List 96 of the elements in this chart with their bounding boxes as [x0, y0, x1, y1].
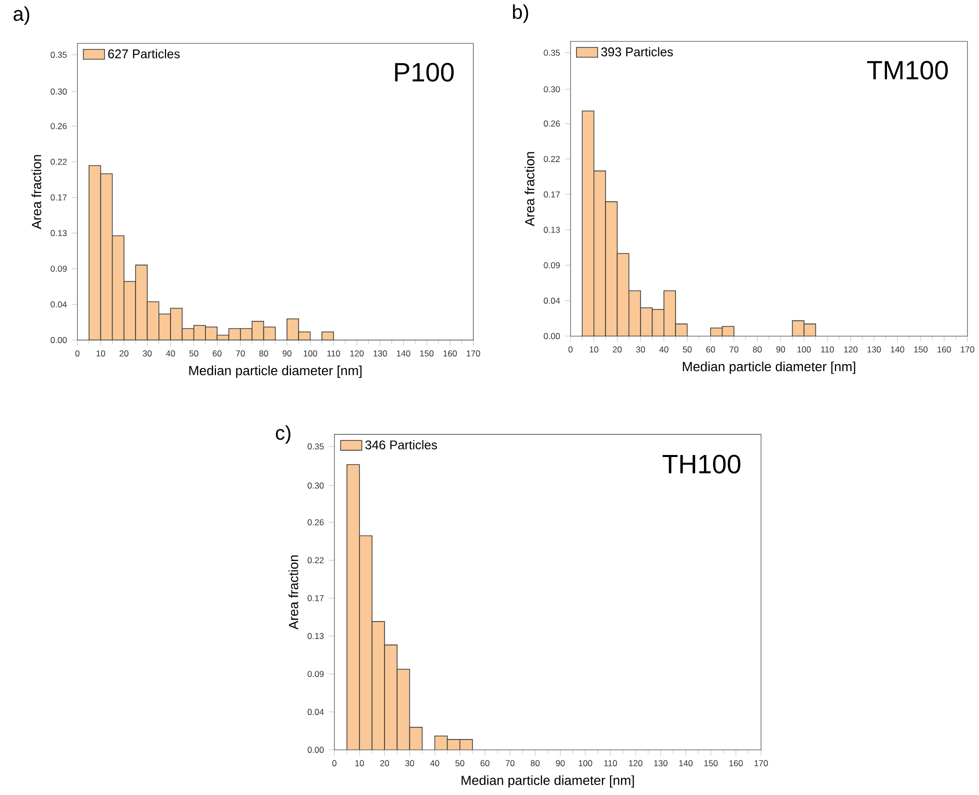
y-tick-label: 0.09 [544, 262, 560, 268]
x-tick-label: 120 [350, 350, 364, 356]
x-axis-title: Median particle diameter [nm] [462, 775, 634, 788]
x-tick-label: 80 [259, 350, 268, 356]
legend-label: 346 Particles [365, 440, 438, 450]
x-tick-label: 60 [706, 346, 716, 352]
annotation: P100 [395, 62, 454, 82]
y-tick-label: 0.30 [544, 86, 560, 92]
y-tick-label: 0.13 [50, 230, 67, 236]
y-tick-label: 0.30 [50, 88, 67, 94]
x-tick-label: 130 [654, 760, 668, 766]
x-tick-label: 170 [754, 760, 768, 766]
x-tick-label: 90 [556, 760, 565, 766]
x-tick-label: 70 [730, 346, 738, 352]
x-tick-label: 100 [304, 350, 318, 356]
x-tick-label: 130 [374, 350, 387, 356]
x-tick-label: 20 [120, 350, 128, 356]
x-tick-label: 170 [466, 350, 480, 356]
x-tick-label: 110 [821, 346, 834, 352]
x-tick-label: 50 [682, 346, 692, 352]
x-tick-label: 110 [604, 760, 617, 766]
chart-title: b) [512, 4, 528, 23]
y-tick-label: 0.17 [308, 594, 324, 601]
x-tick-label: 150 [914, 346, 928, 352]
x-tick-label: 140 [396, 350, 410, 356]
y-tick-label: 0.30 [308, 482, 324, 488]
y-tick-label: 0.26 [544, 120, 560, 126]
x-tick-label: 170 [960, 346, 974, 352]
x-tick-label: 0 [75, 350, 80, 356]
x-tick-label: 0 [332, 760, 336, 766]
x-tick-label: 80 [752, 346, 762, 352]
y-tick-label: 0.22 [308, 556, 324, 564]
x-tick-label: 30 [405, 760, 414, 766]
x-tick-label: 60 [480, 760, 490, 766]
y-tick-label: 0.09 [50, 265, 67, 272]
x-tick-label: 40 [659, 346, 668, 352]
x-tick-label: 160 [938, 346, 951, 352]
annotation: TM100 [867, 60, 948, 80]
x-tick-label: 150 [420, 350, 434, 356]
y-tick-label: 0.00 [308, 746, 324, 753]
x-axis-title: Median particle diameter [nm] [682, 361, 856, 374]
x-tick-label: 0 [568, 346, 573, 352]
y-tick-label: 0.17 [50, 194, 67, 200]
y-tick-label: 0.13 [544, 226, 560, 233]
x-tick-label: 150 [704, 760, 718, 766]
x-tick-label: 110 [327, 350, 340, 356]
x-tick-label: 40 [430, 760, 440, 766]
x-tick-label: 20 [380, 760, 390, 766]
x-tick-label: 90 [776, 346, 786, 352]
y-axis-title: Area fraction [524, 152, 534, 226]
x-tick-label: 90 [282, 350, 292, 356]
y-tick-label: 0.22 [544, 156, 560, 162]
x-tick-label: 30 [636, 346, 646, 352]
y-tick-label: 0.04 [50, 301, 67, 308]
legend-label: 627 Particles [108, 48, 180, 58]
y-tick-label: 0.09 [308, 670, 324, 677]
y-tick-label: 0.26 [308, 519, 324, 526]
x-axis-title: Median particle diameter [nm] [189, 365, 362, 378]
x-tick-label: 70 [236, 350, 245, 356]
x-tick-label: 160 [729, 760, 743, 766]
x-tick-label: 50 [189, 350, 198, 356]
x-tick-label: 30 [142, 350, 152, 356]
y-tick-label: 0.35 [308, 443, 324, 450]
x-tick-label: 80 [530, 760, 540, 766]
y-tick-label: 0.00 [544, 332, 560, 339]
x-tick-label: 10 [355, 760, 364, 766]
x-tick-label: 120 [629, 760, 642, 766]
chart-title: c) [276, 425, 290, 444]
x-tick-label: 40 [166, 350, 175, 356]
x-tick-label: 70 [506, 760, 515, 766]
x-tick-label: 100 [797, 346, 811, 352]
x-tick-label: 140 [890, 346, 904, 352]
chart-title: a) [14, 6, 30, 25]
x-tick-label: 120 [844, 346, 858, 352]
y-tick-label: 0.22 [50, 158, 67, 165]
y-axis-title: Area fraction [288, 555, 298, 630]
y-axis-title: Area fraction [32, 154, 42, 229]
x-tick-label: 60 [212, 350, 222, 356]
y-tick-label: 0.35 [544, 49, 560, 56]
y-tick-label: 0.04 [308, 708, 324, 715]
y-tick-label: 0.00 [50, 336, 67, 343]
annotation: TH100 [662, 454, 740, 474]
x-tick-label: 10 [590, 346, 598, 352]
x-tick-label: 130 [868, 346, 881, 352]
y-tick-label: 0.17 [544, 191, 560, 198]
x-tick-label: 100 [578, 760, 592, 766]
y-tick-label: 0.35 [50, 52, 67, 58]
x-tick-label: 50 [455, 760, 464, 766]
x-tick-label: 20 [612, 346, 622, 352]
x-tick-label: 160 [443, 350, 457, 356]
y-tick-label: 0.04 [544, 297, 560, 304]
y-tick-label: 0.26 [50, 122, 67, 129]
y-tick-label: 0.13 [308, 632, 324, 639]
legend-label: 393 Particles [601, 46, 673, 56]
x-tick-label: 140 [679, 760, 693, 766]
x-tick-label: 10 [96, 350, 106, 356]
